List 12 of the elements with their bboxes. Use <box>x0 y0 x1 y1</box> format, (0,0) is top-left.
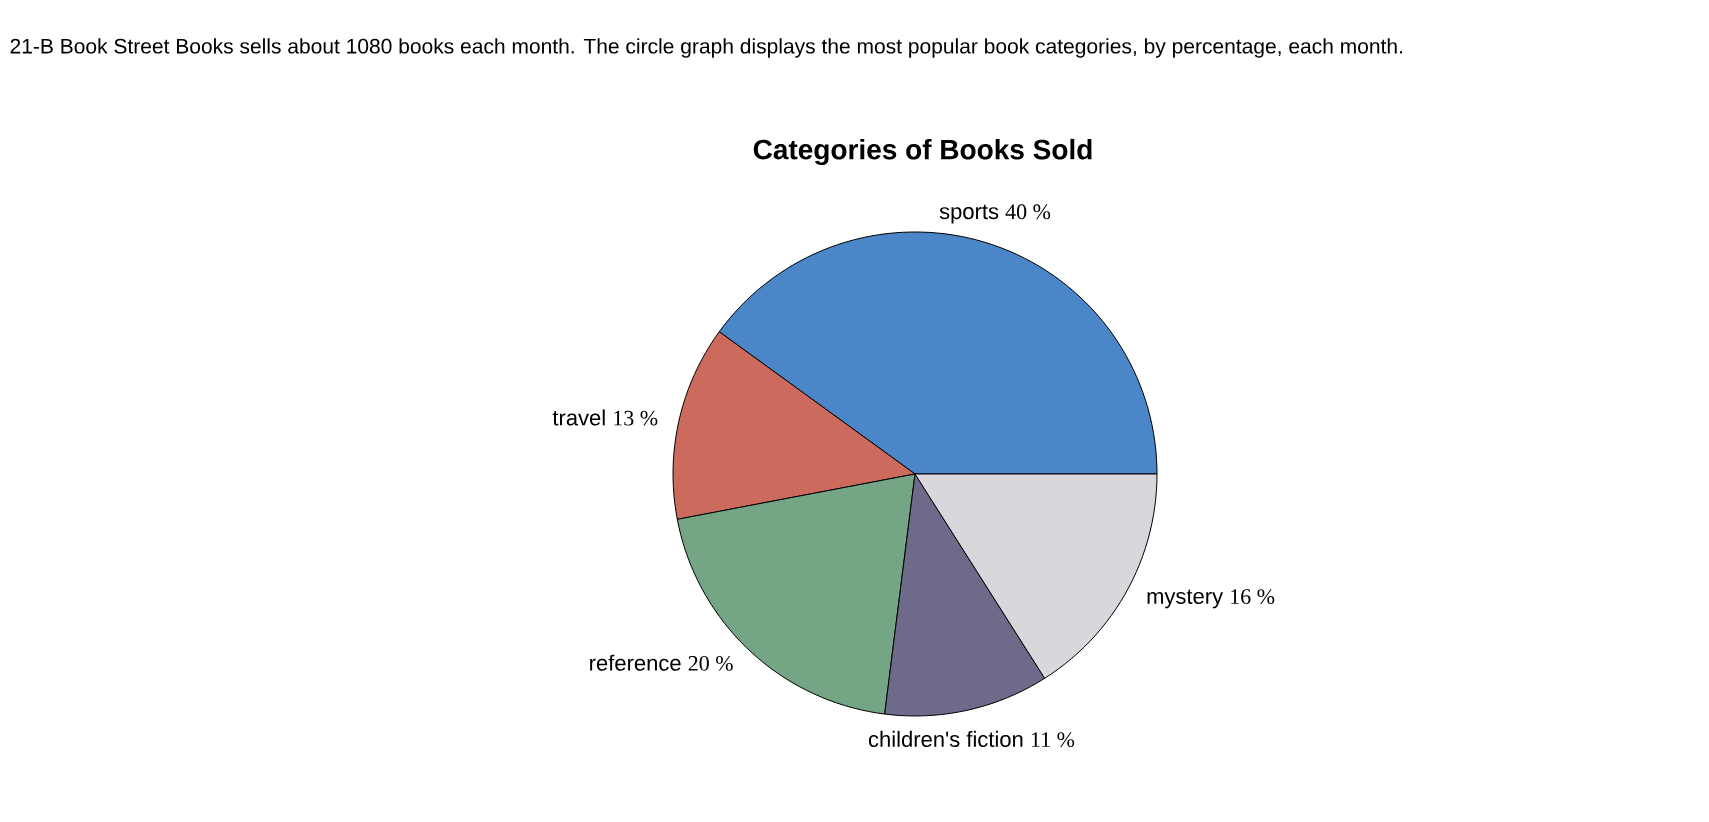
slice-label: travel <box>552 409 605 426</box>
data-label: 40 % <box>1005 204 1051 220</box>
data-label: 11 % <box>1031 732 1075 748</box>
data-label: 20 % <box>688 655 733 671</box>
data-label: 13 % <box>614 410 658 426</box>
data-label: 16 % <box>1231 589 1275 605</box>
chart-subtitle: 21-B Book Street Books sells about 1080 books each month. The circle graph displays the most popular book categories, by percentage, each month. <box>10 38 1402 58</box>
chart-title: Categories of Books Sold <box>753 138 1092 166</box>
slice-label: mystery <box>1147 589 1224 609</box>
slice-label: reference <box>590 654 681 671</box>
slice-label: sports <box>939 204 999 224</box>
slice-label: children's fiction <box>868 730 1023 748</box>
